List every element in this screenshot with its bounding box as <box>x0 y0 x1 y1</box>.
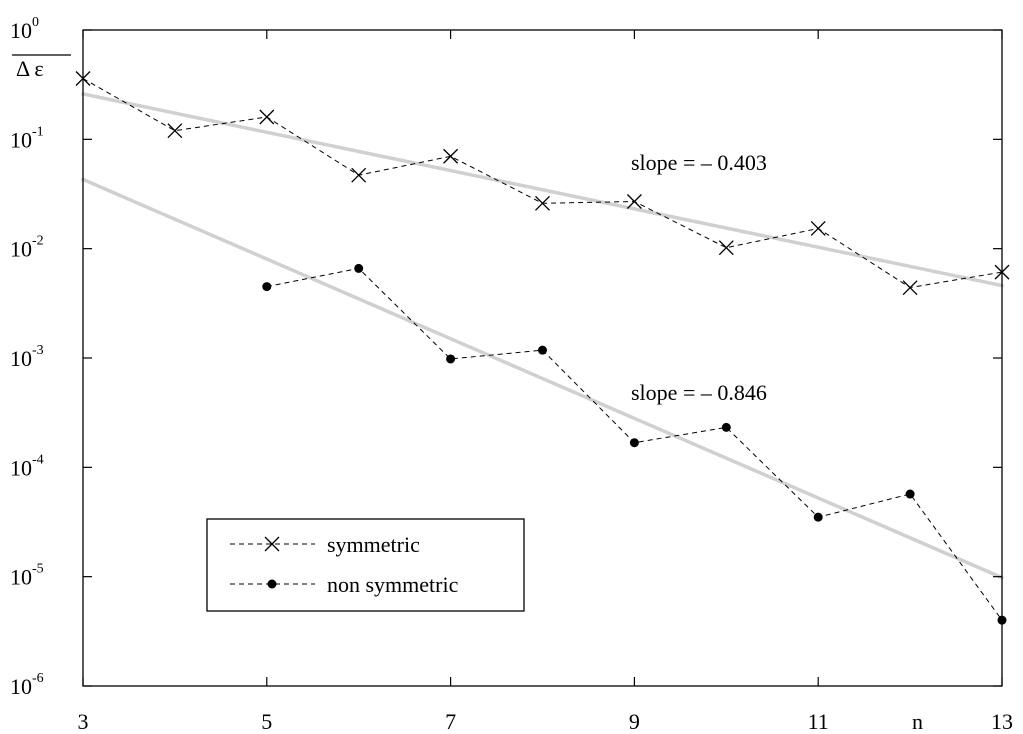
data-point-dot <box>538 345 547 355</box>
legend-label-non-symmetric: non symmetric <box>327 572 459 597</box>
y-tick-exponent: -4 <box>32 452 44 467</box>
axes: 3 5 7 9 11 13 100 10-1 10-2 10-3 10-4 10-5 10-6 <box>10 15 1013 734</box>
y-tick-label: 10-2 <box>10 234 44 262</box>
data-point-x-marker <box>810 221 826 236</box>
data-point-x-marker <box>718 240 734 256</box>
x-tick-label: 3 <box>78 709 89 734</box>
y-tick-exponent: -3 <box>32 343 44 358</box>
y-axis-label: Δ ε <box>16 56 44 81</box>
data-point-dot <box>446 354 456 364</box>
data-point-dot <box>354 263 364 273</box>
legend-marker-x <box>264 536 280 552</box>
x-axis-label: n <box>912 709 923 734</box>
data-point-x-marker <box>535 195 550 211</box>
data-point-dot <box>262 282 272 292</box>
y-tick-label: 10-4 <box>10 452 44 480</box>
fit-line-1 <box>81 92 1004 288</box>
y-tick-exponent: -5 <box>32 562 44 577</box>
y-tick-label: 100 <box>10 15 39 43</box>
data-point-x-marker <box>443 148 459 164</box>
data-point-x-marker <box>902 280 918 296</box>
data-point-dot <box>905 489 915 499</box>
legend-label-symmetric: symmetric <box>327 532 420 557</box>
y-tick-label: 10-5 <box>10 562 44 590</box>
data-point-x-marker <box>167 123 183 139</box>
data-point-dot <box>813 512 823 522</box>
y-tick-exponent: -1 <box>32 124 44 139</box>
legend: symmetric non symmetric <box>206 518 525 612</box>
fit-lines <box>81 92 1004 580</box>
x-tick-label: 7 <box>445 709 456 734</box>
legend-marker-dot <box>267 579 277 589</box>
legend-box <box>206 518 525 612</box>
y-tick-exponent: -6 <box>32 671 44 686</box>
y-tick-exponent: 0 <box>32 15 39 30</box>
y-tick-label: 10-3 <box>10 343 44 371</box>
data-series <box>75 71 1010 625</box>
y-tick-label: 10-1 <box>10 124 44 152</box>
y-tick-label: 10-6 <box>10 671 44 699</box>
data-point-x-marker <box>351 167 367 183</box>
data-point-x-marker <box>626 194 642 209</box>
data-point-dot <box>721 422 731 432</box>
x-tick-label: 11 <box>808 709 829 734</box>
data-point-x-marker <box>259 109 275 125</box>
slope-annotation-non-symmetric: slope = – 0.846 <box>631 380 767 405</box>
data-point-dot <box>629 438 639 448</box>
y-tick-exponent: -2 <box>32 234 44 249</box>
slope-annotation-symmetric: slope = – 0.403 <box>631 150 767 175</box>
x-tick-label: 13 <box>991 709 1013 734</box>
x-tick-label: 9 <box>629 709 640 734</box>
x-tick-label: 5 <box>261 709 272 734</box>
fit-line-2 <box>81 177 1004 580</box>
